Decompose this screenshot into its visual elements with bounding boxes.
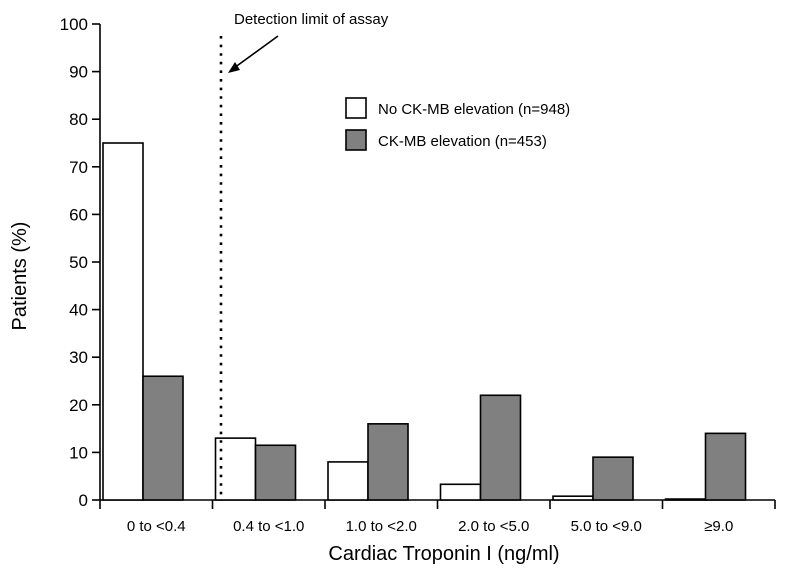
x-tick-label: 1.0 to <2.0: [346, 518, 417, 535]
bar-ckmb-elevation: [254, 444, 297, 501]
legend-label: CK-MB elevation (n=453): [378, 133, 547, 150]
x-tick-label: 5.0 to <9.0: [571, 518, 642, 535]
bar-no-ckmb-elevation: [664, 498, 707, 501]
bar-ckmb-elevation: [479, 394, 522, 501]
y-axis: 0 10 20 30 40 50 60 70 80 90 100: [60, 15, 101, 510]
y-tick-label: 70: [69, 158, 88, 177]
y-tick-label: 10: [69, 443, 88, 462]
y-tick-label: 0: [79, 491, 88, 510]
x-tick-label: 2.0 to <5.0: [458, 518, 529, 535]
y-tick-label: 60: [69, 205, 88, 224]
detection-limit-label: Detection limit of assay: [234, 11, 389, 28]
bar-ckmb-elevation: [592, 456, 634, 501]
legend-swatch: [345, 97, 367, 119]
legend: No CK-MB elevation (n=948) CK-MB elevatio…: [345, 97, 570, 151]
x-tick-label: 0.4 to <1.0: [233, 518, 304, 535]
y-tick-label: 20: [69, 396, 88, 415]
x-axis: 0 to <0.4 0.4 to <1.0 1.0 to <2.0 2.0 to <5…: [99, 499, 776, 535]
y-tick-label: 40: [69, 301, 88, 320]
detection-limit-marker: Detection limit of assay: [219, 11, 389, 500]
x-tick-label: ≥9.0: [704, 518, 733, 535]
bar-no-ckmb-elevation: [214, 437, 257, 501]
bar-ckmb-elevation: [367, 423, 409, 501]
y-tick-label: 100: [60, 15, 88, 34]
detection-limit-arrow: [233, 35, 279, 69]
y-tick-label: 80: [69, 110, 88, 129]
legend-label: No CK-MB elevation (n=948): [378, 101, 570, 118]
bar-ckmb-elevation: [704, 432, 747, 501]
x-axis-title: Cardiac Troponin I (ng/ml): [328, 543, 559, 565]
bar-no-ckmb-elevation: [102, 142, 144, 501]
detection-limit-arrowhead: [228, 62, 240, 73]
y-tick-label: 30: [69, 348, 88, 367]
x-tick-label: 0 to <0.4: [127, 518, 186, 535]
bars: [102, 142, 747, 501]
bar-no-ckmb-elevation: [552, 495, 594, 501]
bar-ckmb-elevation: [142, 375, 184, 501]
bar-no-ckmb-elevation: [439, 483, 482, 501]
y-tick-label: 90: [69, 63, 88, 82]
bar-no-ckmb-elevation: [327, 461, 369, 501]
y-tick-label: 50: [69, 253, 88, 272]
y-axis-title: Patients (%): [9, 222, 31, 331]
legend-swatch: [345, 129, 367, 151]
